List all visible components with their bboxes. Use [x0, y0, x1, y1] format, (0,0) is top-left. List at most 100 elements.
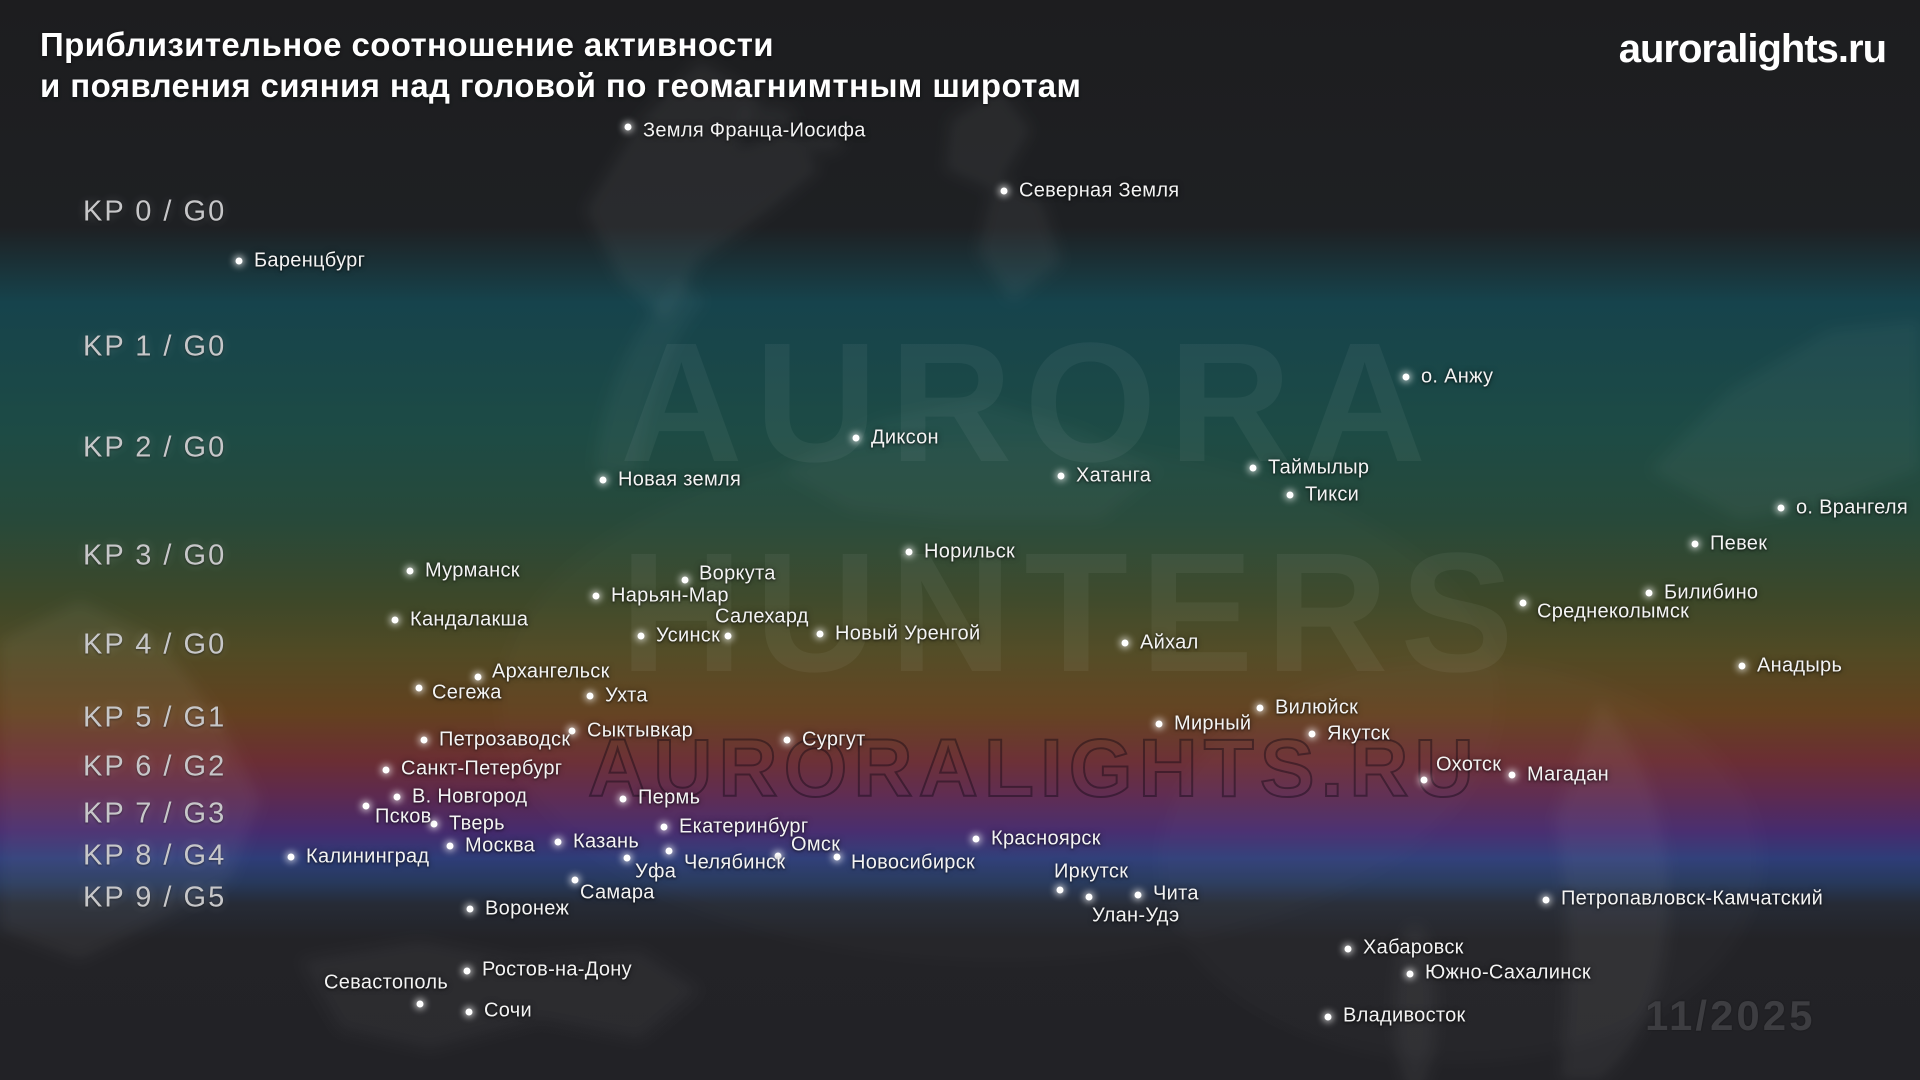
city-label: Челябинск [684, 851, 786, 874]
city-label: Охотск [1436, 753, 1502, 776]
city-dot [1121, 639, 1129, 647]
city-dot [420, 736, 428, 744]
city-dot [466, 905, 474, 913]
city-label: Тверь [449, 812, 505, 835]
city-dot [1308, 730, 1316, 738]
city-label: Калининград [306, 845, 430, 868]
city-dot [665, 847, 673, 855]
site-logo: auroralights.ru [1618, 27, 1887, 71]
city-label: Кандалакша [410, 608, 529, 631]
watermark-aurora: AURORA [620, 308, 1439, 498]
city-label: Баренцбург [254, 249, 366, 272]
city-label: Новая земля [618, 468, 742, 491]
city-label: Северная Земля [1019, 179, 1180, 202]
city-dot [681, 576, 689, 584]
city-label: Екатеринбург [679, 815, 809, 838]
city-label: Петропавловск-Камчатский [1561, 887, 1824, 910]
city-dot [1738, 662, 1746, 670]
city-label: Самара [580, 881, 655, 904]
city-label: о. Врангеля [1796, 496, 1908, 519]
city-dot [235, 257, 243, 265]
city-dot [1645, 589, 1653, 597]
city-label: Иркутск [1054, 860, 1129, 883]
city-dot [619, 795, 627, 803]
city-label: Тикси [1305, 483, 1360, 506]
watermark-auroralights-outline: AURORALIGHTS.RU [587, 723, 1480, 814]
city-label: Мурманск [425, 559, 520, 582]
watermark-hunters: HUNTERS [620, 518, 1526, 708]
city-dot [415, 684, 423, 692]
city-dot [660, 823, 668, 831]
city-label: Нарьян-Мар [611, 584, 729, 607]
city-dot [783, 736, 791, 744]
city-label: Воркута [699, 562, 776, 585]
city-dot [406, 567, 414, 575]
city-dot [1508, 771, 1516, 779]
city-label: Билибино [1664, 581, 1759, 604]
city-label: Сочи [484, 999, 532, 1022]
city-dot [362, 802, 370, 810]
city-label: Псков [375, 805, 432, 828]
city-dot [599, 476, 607, 484]
city-label: Санкт-Петербург [401, 757, 563, 780]
city-dot [1406, 970, 1414, 978]
city-label: Улан-Удэ [1092, 904, 1180, 927]
city-dot [287, 853, 295, 861]
city-dot [1256, 704, 1264, 712]
city-dot [816, 630, 824, 638]
city-label: Усинск [656, 624, 721, 647]
city-dot [1249, 464, 1257, 472]
city-dot [592, 592, 600, 600]
kp-scale-label: KP 9 / G5 [83, 881, 227, 914]
city-dot [416, 1000, 424, 1008]
city-dot [391, 616, 399, 624]
city-label: Хатанга [1076, 464, 1152, 487]
city-label: Севастополь [324, 971, 449, 994]
city-dot [393, 793, 401, 801]
kp-scale-label: KP 5 / G1 [83, 701, 227, 734]
city-dot [1542, 896, 1550, 904]
city-dot [463, 967, 471, 975]
page-title: Приблизительное соотношение активности и… [40, 24, 1081, 106]
city-dot [474, 673, 482, 681]
kp-scale-label: KP 3 / G0 [83, 539, 227, 572]
city-label: Омск [791, 833, 841, 856]
city-label: Ухта [605, 684, 648, 707]
city-dot [852, 434, 860, 442]
city-dot [972, 835, 980, 843]
city-dot [833, 853, 841, 861]
city-label: Южно-Сахалинск [1425, 961, 1591, 984]
city-dot [465, 1008, 473, 1016]
city-dot [1402, 373, 1410, 381]
city-dot [1519, 599, 1527, 607]
city-label: Пермь [638, 786, 701, 809]
city-label: Земля Франца-Иосифа [643, 119, 866, 142]
city-label: В. Новгород [412, 785, 528, 808]
city-dot [623, 854, 631, 862]
city-label: Воронеж [485, 897, 570, 920]
city-label: Среднеколымск [1537, 600, 1690, 623]
city-label: Петрозаводск [439, 728, 571, 751]
city-label: Айхал [1140, 631, 1199, 654]
city-label: Уфа [635, 860, 677, 883]
city-label: Казань [573, 830, 640, 853]
kp-scale-label: KP 0 / G0 [83, 195, 227, 228]
city-label: Салехард [715, 605, 809, 628]
city-label: Новосибирск [851, 851, 976, 874]
city-label: Якутск [1327, 722, 1390, 745]
city-dot [382, 766, 390, 774]
city-dot [1000, 187, 1008, 195]
city-label: Мирный [1174, 712, 1252, 735]
city-dot [571, 876, 579, 884]
city-dot [1324, 1013, 1332, 1021]
city-label: Сургут [802, 728, 866, 751]
city-dot [430, 820, 438, 828]
city-label: Красноярск [991, 827, 1101, 850]
city-label: Владивосток [1343, 1004, 1466, 1027]
city-dot [586, 692, 594, 700]
city-label: Сыктывкар [587, 719, 694, 742]
kp-scale-label: KP 6 / G2 [83, 750, 227, 783]
page-title-line2: и появления сияния над головой по геомаг… [40, 67, 1082, 104]
city-dot [905, 548, 913, 556]
